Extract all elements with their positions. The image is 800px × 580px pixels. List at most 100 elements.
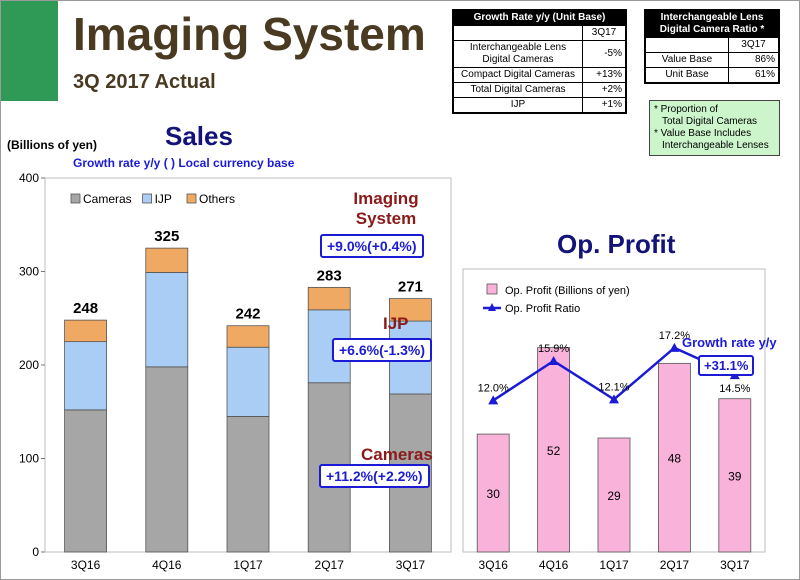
ijp-callout-label: IJP <box>383 314 409 333</box>
bar-ijp <box>145 272 189 368</box>
x-tick-label: 3Q17 <box>396 558 426 572</box>
x-tick-label: 3Q16 <box>479 558 509 572</box>
x-tick-label: 2Q17 <box>315 558 345 572</box>
note-line: Interchangeable Lenses <box>662 140 769 151</box>
note-line: * Proportion of <box>654 104 718 115</box>
note-line: * Value Base Includes <box>654 128 752 139</box>
x-tick-label: 4Q16 <box>539 558 569 572</box>
bar-value-label: 29 <box>607 489 621 503</box>
bar-total-label: 325 <box>154 228 179 245</box>
bar-others <box>226 325 270 348</box>
bar-others <box>145 247 189 273</box>
imaging-system-callout-label: Imaging System <box>353 189 419 228</box>
legend-label: IJP <box>155 192 172 206</box>
sales-growth-note: Growth rate y/y ( ) Local currency base <box>73 156 295 170</box>
op-profit-growth-badge: +31.1% <box>698 355 755 376</box>
note-line: Total Digital Cameras <box>662 116 758 127</box>
x-tick-label: 1Q17 <box>233 558 263 572</box>
ratio-value-label: 12.0% <box>478 382 509 394</box>
legend-label: Cameras <box>83 192 132 206</box>
bar-op-profit <box>476 433 510 553</box>
bar-others <box>388 298 432 322</box>
y-tick-label: 200 <box>19 358 39 372</box>
imaging-system-growth-badge: +9.0%(+0.4%) <box>320 234 424 258</box>
table-row: IJP +1% <box>452 97 627 114</box>
bar-value-label: 39 <box>728 469 742 483</box>
x-tick-label: 1Q17 <box>599 558 629 572</box>
y-tick-label: 100 <box>19 452 39 466</box>
bar-cameras <box>64 409 107 553</box>
legend-swatch <box>486 283 498 295</box>
ratio-marker <box>488 395 499 405</box>
x-tick-label: 4Q16 <box>152 558 182 572</box>
legend-swatch <box>70 193 81 204</box>
table-cell-value: +2% <box>582 82 627 98</box>
legend-swatch <box>142 193 153 204</box>
bar-others <box>307 286 351 311</box>
camera-ratio-table: Interchangeable Lens Digital Camera Rati… <box>644 9 780 84</box>
sales-title: Sales <box>165 121 233 151</box>
x-tick-label: 3Q17 <box>720 558 750 572</box>
bar-value-label: 52 <box>547 444 561 458</box>
table-cell-value: +1% <box>582 97 627 114</box>
bar-op-profit <box>597 437 631 553</box>
y-tick-label: 400 <box>19 171 39 185</box>
bar-total-label: 283 <box>317 267 342 284</box>
ratio-value-label: 17.2% <box>659 330 690 342</box>
legend-swatch <box>186 193 197 204</box>
bar-cameras <box>226 416 270 553</box>
table-cell-label: Interchangeable Lens Digital Cameras <box>452 40 583 68</box>
page-subtitle: 3Q 2017 Actual <box>73 71 216 93</box>
table-cell-label: Value Base <box>644 52 729 68</box>
op-profit-title: Op. Profit <box>557 229 676 259</box>
table-cell-value: 61% <box>728 67 780 84</box>
table-row: Compact Digital Cameras +13% <box>452 67 627 83</box>
ratio-marker <box>548 355 559 365</box>
bar-op-profit <box>537 347 570 553</box>
legend-label: Others <box>199 192 235 206</box>
cameras-callout-label: Cameras <box>361 445 433 464</box>
legend-label: Op. Profit (Billions of yen) <box>505 285 630 297</box>
y-tick-label: 300 <box>19 265 39 279</box>
table-row: Value Base 86% <box>644 52 780 68</box>
table-cell-value: 86% <box>728 52 780 68</box>
bar-total-label: 248 <box>73 300 98 317</box>
table-cell-label: IJP <box>452 97 583 114</box>
ratio-value-label: 15.9% <box>538 343 569 355</box>
ratio-value-label: 12.1% <box>598 381 629 393</box>
ratio-marker <box>609 394 619 404</box>
legend-marker <box>488 303 496 311</box>
table-cell-label: Total Digital Cameras <box>452 82 583 98</box>
table-row: Total Digital Cameras +2% <box>452 82 627 98</box>
bar-value-label: 30 <box>487 487 501 501</box>
ratio-value-label: 14.5% <box>719 383 750 395</box>
cameras-growth-badge: +11.2%(+2.2%) <box>319 464 430 488</box>
bar-total-label: 271 <box>398 279 423 296</box>
ratio-table-title: Interchangeable Lens Digital Camera Rati… <box>644 9 780 38</box>
bar-op-profit <box>718 398 752 553</box>
table-row: Interchangeable Lens Digital Cameras -5% <box>452 40 627 68</box>
sales-unit-label: (Billions of yen) <box>7 138 97 152</box>
op-profit-growth-label: Growth rate y/y <box>682 335 777 350</box>
bar-ijp <box>226 346 270 417</box>
bar-others <box>64 319 107 343</box>
notes-box: * Proportion of Total Digital Cameras * … <box>649 100 780 156</box>
growth-rate-table: Growth Rate y/y (Unit Base) 3Q17 Interch… <box>452 9 627 114</box>
page-title: Imaging System <box>73 8 426 60</box>
bar-ijp <box>64 341 107 411</box>
table-cell-label: Unit Base <box>644 67 729 84</box>
legend-label: Op. Profit Ratio <box>505 303 580 315</box>
growth-table-title: Growth Rate y/y (Unit Base) <box>452 9 627 26</box>
ijp-growth-badge: +6.6%(-1.3%) <box>332 338 432 362</box>
ratio-marker <box>669 342 680 352</box>
y-tick-label: 0 <box>32 545 39 559</box>
bar-op-profit <box>658 362 691 553</box>
table-row: Unit Base 61% <box>644 67 780 84</box>
x-tick-label: 2Q17 <box>660 558 690 572</box>
bar-cameras <box>145 366 189 553</box>
bar-total-label: 242 <box>235 306 260 323</box>
x-tick-label: 3Q16 <box>71 558 101 572</box>
